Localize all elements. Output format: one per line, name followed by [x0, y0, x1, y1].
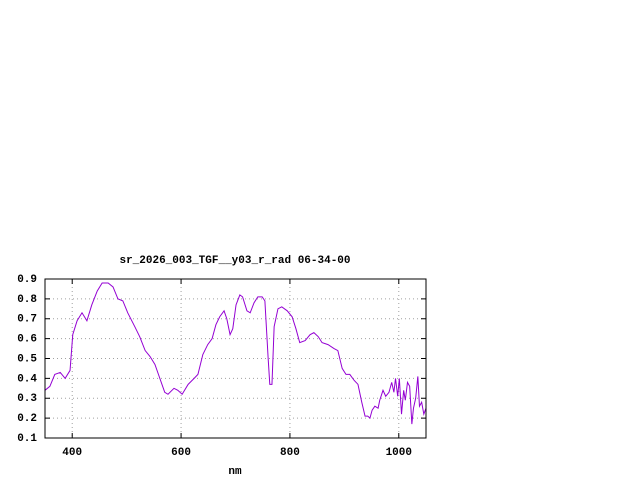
x-tick-label: 400: [62, 447, 82, 459]
y-tick-label: 0.2: [17, 413, 37, 425]
data-line: [44, 282, 427, 425]
x-tick-label: 800: [280, 447, 300, 459]
y-tick-label: 0.1: [17, 433, 37, 445]
y-tick-label: 0.9: [17, 274, 37, 286]
y-tick-label: 0.4: [17, 373, 37, 385]
y-tick-label: 0.5: [17, 353, 37, 365]
plot-border: [44, 278, 427, 439]
x-axis-label: nm: [228, 466, 242, 478]
chart-title: sr_2026_003_TGF__y03_r_rad 06-34-00: [119, 255, 350, 267]
y-tick-label: 0.6: [17, 334, 37, 346]
y-tick-label: 0.8: [17, 294, 37, 306]
y-tick-label: 0.7: [17, 314, 37, 326]
x-tick-label: 1000: [386, 447, 412, 459]
x-tick-label: 600: [171, 447, 191, 459]
y-tick-label: 0.3: [17, 393, 37, 405]
